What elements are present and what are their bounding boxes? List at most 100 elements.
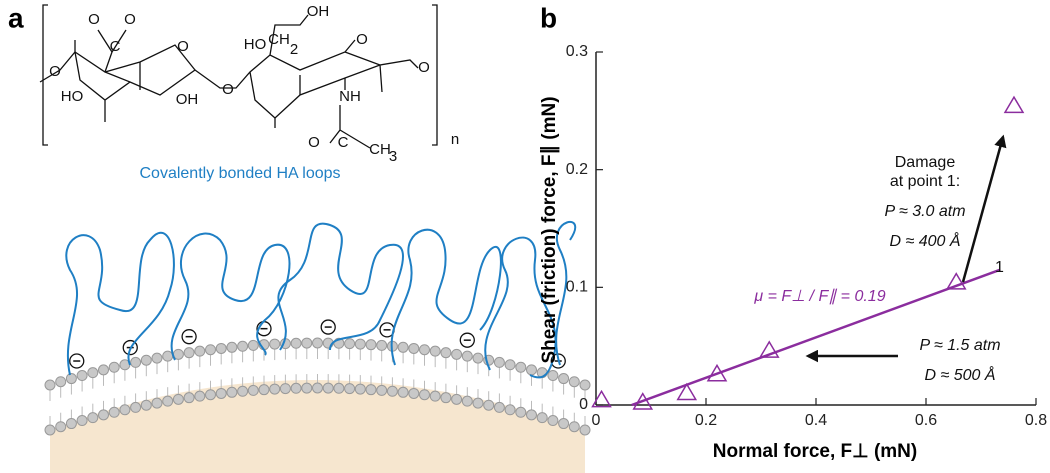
lipid-head — [408, 387, 420, 399]
lipid-head — [237, 385, 249, 397]
lipid-head — [376, 339, 388, 351]
panel-label: a — [8, 2, 24, 33]
lipid-head — [376, 384, 388, 396]
membrane — [44, 319, 591, 473]
arrow — [961, 134, 1007, 283]
lipid-head — [87, 367, 99, 379]
lipid-head — [493, 356, 505, 368]
lipid-head — [108, 406, 120, 418]
lipid-head — [130, 401, 142, 413]
lipid-head — [172, 393, 184, 405]
lipid-head — [515, 361, 527, 373]
lipid-head — [279, 383, 291, 395]
lipid-head — [333, 382, 345, 394]
lipid-head — [547, 415, 559, 427]
lipid-head — [247, 384, 259, 396]
lipid-head — [536, 412, 548, 424]
panel-label: b — [540, 2, 557, 33]
data-point — [632, 392, 654, 410]
lipid-head — [429, 345, 441, 357]
lipid-head — [194, 390, 206, 402]
chem-label: OH — [307, 3, 330, 20]
chem-label: HO — [61, 88, 84, 105]
lipid-head — [226, 341, 238, 353]
x-tick-label: 0.6 — [915, 412, 937, 429]
lipid-head — [301, 337, 313, 349]
lipid-head — [526, 364, 537, 376]
chem-label: OH — [176, 91, 199, 108]
chem-label: HO — [244, 36, 267, 53]
lipid-head — [483, 399, 495, 411]
lipid-head — [386, 385, 398, 397]
lipid-head — [44, 424, 56, 436]
lipid-head — [183, 347, 195, 359]
chem-label: O — [356, 31, 368, 48]
x-tick-label: 0.8 — [1025, 412, 1047, 429]
lipid-head — [65, 418, 77, 430]
lipid-head — [440, 392, 452, 404]
lipid-head — [547, 370, 559, 382]
lipid-head — [237, 340, 249, 352]
chem-label: CH — [268, 31, 290, 48]
lipid-head — [215, 342, 227, 354]
lipid-head — [301, 382, 313, 394]
lipid-head — [140, 399, 152, 411]
y-tick-label: 0.1 — [566, 279, 588, 296]
lipid-head — [472, 397, 484, 409]
lipid-head — [269, 383, 281, 395]
lipid-head — [44, 379, 56, 391]
chem-label: C — [110, 38, 121, 55]
lipid-head — [558, 373, 570, 385]
lipid-head — [504, 359, 516, 371]
chem-label: O — [418, 59, 430, 76]
lipid-head — [397, 341, 409, 353]
lipid-head — [568, 421, 580, 433]
x-axis-label: Normal force, F⊥ (mN) — [713, 441, 917, 462]
lipid-head — [472, 352, 484, 364]
x-tick-label: 0.4 — [805, 412, 827, 429]
x-tick-label: 0 — [592, 412, 601, 429]
annotation: P ≈ 1.5 atm — [919, 337, 1000, 354]
chem-label: O — [222, 81, 234, 98]
lipid-head — [76, 415, 88, 427]
substrate — [50, 380, 585, 473]
lipid-head — [504, 404, 516, 416]
annotation: D ≈ 400 Å — [889, 231, 960, 250]
fit-label: μ = F⊥ / F∥ = 0.19 — [753, 288, 885, 305]
lipid-head — [269, 338, 281, 350]
lipid-head — [397, 386, 409, 398]
lipid-head — [344, 383, 356, 395]
chem-label: O — [308, 134, 320, 151]
lipid-head — [205, 389, 216, 401]
data-point — [591, 389, 612, 408]
lipid-head — [55, 421, 67, 433]
lipid-head — [65, 373, 77, 385]
data-point — [676, 382, 698, 401]
lipid-head — [461, 350, 473, 362]
point-label: 1 — [995, 259, 1004, 276]
chem-label: 2 — [290, 41, 298, 58]
lipid-head — [162, 350, 174, 362]
ha-loops — [65, 221, 577, 379]
lipid-head — [568, 376, 580, 388]
lipid-head — [312, 337, 323, 349]
lipid-head — [344, 338, 356, 350]
lipid-head — [312, 382, 323, 394]
lipid-head — [579, 424, 591, 436]
chart: 0 0.2 0.4 0.6 0.8 0 0.1 0.2 0.3 μ = F⊥ / F∥ = 0.1… — [566, 43, 1047, 429]
chem-label: O — [88, 11, 100, 28]
data-point — [1003, 95, 1025, 114]
chem-label: CH — [369, 141, 391, 158]
lipid-head — [215, 387, 227, 399]
lipid-head — [429, 390, 441, 402]
lipid-head — [354, 338, 366, 350]
lipid-head — [461, 395, 473, 407]
lipid-head — [108, 361, 120, 373]
y-tick-label: 0.3 — [566, 43, 588, 60]
lipid-head — [130, 356, 142, 368]
chem-label: 3 — [389, 148, 397, 165]
lipid-head — [140, 354, 152, 366]
lipid-head — [290, 337, 302, 349]
